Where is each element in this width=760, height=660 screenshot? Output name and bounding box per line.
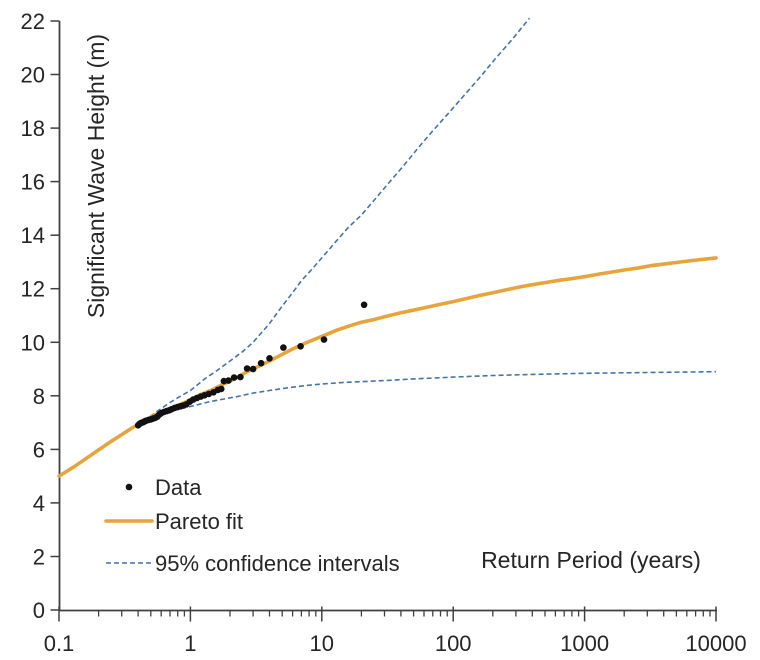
y-tick-label: 2 [33,544,45,569]
x-tick-label: 1 [184,631,196,656]
legend-label-data: Data [155,475,202,500]
y-axis-title: Significant Wave Height (m) [83,34,109,318]
x-tick-label: 10000 [685,631,746,656]
data-point [360,301,368,309]
y-tick-label: 6 [33,437,45,462]
x-tick-label: 1000 [560,631,609,656]
y-tick-label: 8 [33,384,45,409]
x-axis-title: Return Period (years) [481,547,701,573]
y-tick-label: 4 [33,491,45,516]
y-tick-label: 10 [21,330,45,355]
legend-marker-data-dot-icon [125,483,133,491]
tick-labels: 0 2 4 6 8 10 12 14 16 18 20 22 0.1 1 10 100 1000 10000 [21,9,747,656]
data-point [266,355,273,362]
x-tick-label: 100 [435,631,472,656]
data-point [249,365,257,373]
y-tick-label: 0 [33,598,45,623]
x-tick-label: 10 [310,631,334,656]
series [57,17,718,478]
y-tick-label: 18 [21,116,45,141]
lower-confidence-interval-line [143,370,717,423]
data-point [257,359,265,367]
pareto-fit-line [57,256,718,478]
data-point [320,336,328,343]
data-point [280,344,287,351]
data-point [237,373,244,381]
upper-confidence-interval-line [143,17,531,422]
legend-label-pareto-fit: Pareto fit [155,509,243,534]
legend-label-confidence-intervals: 95% confidence intervals [155,551,400,576]
legend: Data Pareto fit 95% confidence intervals [104,475,400,576]
data-point [225,377,232,384]
y-tick-label: 14 [21,223,45,248]
data-point [243,365,251,372]
y-tick-label: 20 [21,63,45,88]
x-tick-label: 0.1 [44,631,75,656]
y-tick-label: 22 [21,9,45,34]
data-point [218,385,225,393]
axes [50,20,717,622]
y-tick-label: 12 [21,277,45,302]
data-point [297,343,304,350]
data-point [230,374,238,381]
y-tick-label: 16 [21,170,45,195]
